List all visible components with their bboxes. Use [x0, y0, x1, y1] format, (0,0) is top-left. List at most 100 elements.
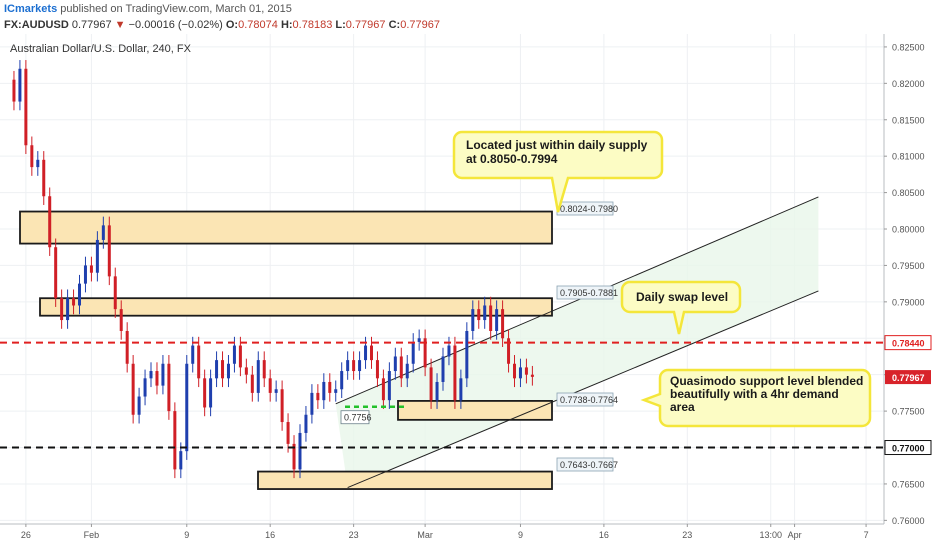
- time-tick-label: 7: [864, 530, 869, 540]
- candle-body: [95, 239, 99, 273]
- time-tick-label: 16: [599, 530, 609, 540]
- candle-body: [495, 309, 499, 331]
- candle-body: [298, 432, 302, 470]
- candle-body: [405, 363, 409, 379]
- candle-body: [60, 298, 64, 321]
- candle-body: [262, 360, 266, 379]
- candle-body: [226, 363, 230, 379]
- qm-label-box: [340, 410, 370, 425]
- candle-body: [119, 309, 123, 331]
- ticker-line: FX:AUDUSD 0.77967 ▼ −0.00016 (−0.02%) O:…: [4, 19, 440, 31]
- time-tick-label: 9: [518, 530, 523, 540]
- qm-label: 0.7756: [344, 413, 372, 423]
- callout-supply-text: at 0.8050-0.7994: [466, 152, 558, 166]
- candle-body: [36, 159, 40, 168]
- time-tick-label: 26: [21, 530, 31, 540]
- candle-body: [346, 360, 350, 372]
- candle-body: [358, 360, 362, 372]
- candle-body: [364, 345, 368, 361]
- candle-body: [155, 371, 159, 386]
- close-label: C:: [388, 19, 401, 31]
- time-tick-label: Apr: [788, 530, 802, 540]
- candle-body: [411, 341, 415, 364]
- price-tick-label: 0.80500: [892, 188, 925, 198]
- candle-body: [530, 374, 534, 377]
- publisher-name[interactable]: ICmarkets: [4, 3, 58, 15]
- zone-label-box: [556, 392, 614, 407]
- zone-box: [19, 210, 553, 245]
- zone-label-box: [556, 285, 614, 300]
- callout-qm-text: area: [670, 400, 695, 414]
- price-tick-label: 0.76500: [892, 479, 925, 489]
- level-badge-label: 0.78440: [892, 339, 925, 349]
- chart-title: Australian Dollar/U.S. Dollar, 240, FX: [10, 43, 192, 55]
- time-tick-label: 23: [349, 530, 359, 540]
- candle-body: [399, 356, 403, 379]
- price-tick-label: 0.77500: [892, 407, 925, 417]
- candle-body: [24, 68, 28, 146]
- candle-body: [191, 345, 195, 364]
- candle-body: [483, 305, 487, 321]
- callout-supply: [452, 130, 664, 213]
- level-badge-label: 0.77000: [892, 444, 925, 454]
- candle-body: [203, 378, 207, 408]
- published-text: published on TradingView.com, March 01, …: [60, 3, 292, 15]
- time-tick-label: 13:00: [759, 530, 782, 540]
- candle-body: [489, 305, 493, 331]
- candle-body: [513, 363, 517, 379]
- candle-body: [54, 247, 58, 299]
- candle-body: [447, 345, 451, 357]
- candle-body: [256, 360, 260, 393]
- time-tick-label: Feb: [84, 530, 100, 540]
- open-value: 0.78074: [238, 19, 278, 31]
- candle-body: [477, 309, 481, 321]
- candle-body: [292, 443, 296, 470]
- channel-lower-line: [347, 290, 819, 489]
- price-tick-label: 0.76000: [892, 516, 925, 526]
- candle-body: [167, 363, 171, 412]
- candle-body: [375, 360, 379, 379]
- candle-body: [42, 159, 46, 197]
- candle-body: [125, 330, 129, 364]
- price-tick-label: 0.82000: [892, 79, 925, 89]
- open-label: O:: [225, 19, 239, 31]
- candle-body: [221, 360, 225, 379]
- publisher-line: ICmarkets published on TradingView.com, …: [4, 3, 292, 15]
- callout-qm-text: Quasimodo support level blended: [670, 374, 863, 388]
- last-price: 0.77967: [71, 19, 112, 31]
- candle-body: [280, 389, 284, 423]
- candle-body: [83, 265, 87, 284]
- time-tick-label: 9: [184, 530, 189, 540]
- candle-body: [286, 422, 290, 444]
- candle-body: [322, 381, 326, 401]
- high-label: H:: [280, 19, 293, 31]
- zone-label: 0.7643-0.7667: [560, 460, 618, 470]
- time-tick-label: Mar: [417, 530, 433, 540]
- down-arrow-icon: ▼: [114, 19, 126, 31]
- price-chart[interactable]: 0.7756 0.8024-0.7980 0.7905-0.7881 0.7738-0…: [0, 34, 932, 550]
- candle-body: [89, 265, 93, 273]
- candle-body: [161, 363, 165, 386]
- candle-body: [72, 298, 76, 306]
- zone-box: [39, 297, 553, 317]
- candle-body: [328, 381, 332, 393]
- candle-body: [310, 392, 314, 415]
- candle-body: [66, 298, 70, 321]
- candle-body: [518, 367, 522, 379]
- candle-body: [459, 378, 463, 401]
- callout-supply-text: Located just within daily supply: [466, 138, 648, 152]
- symbol-label: FX:AUDUSD: [4, 19, 69, 31]
- candle-body: [340, 371, 344, 390]
- candle-body: [441, 356, 445, 382]
- candle-body: [429, 367, 433, 401]
- current-price-badge: [885, 370, 931, 385]
- callout-qm-text: beautifully with a 4hr demand: [670, 387, 839, 401]
- candle-body: [113, 276, 117, 310]
- time-tick-label: 23: [682, 530, 692, 540]
- candle-body: [524, 367, 528, 375]
- candle-body: [352, 360, 356, 372]
- price-tick-label: 0.81500: [892, 115, 925, 125]
- candle-body: [215, 360, 219, 379]
- high-value: 0.78183: [292, 19, 333, 31]
- price-tick-label: 0.82500: [892, 42, 925, 52]
